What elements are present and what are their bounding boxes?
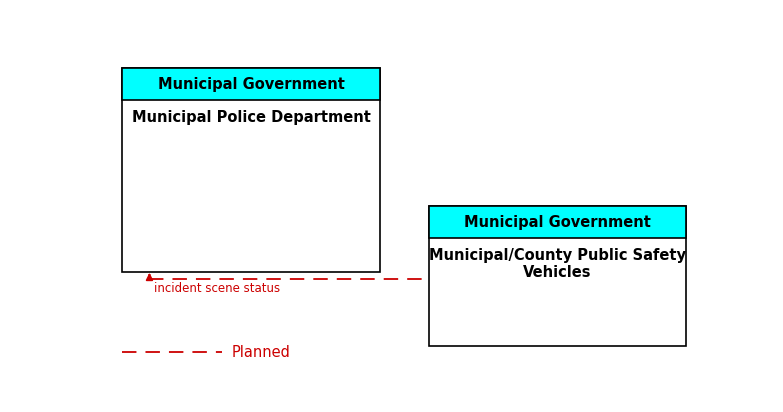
Bar xyxy=(428,206,687,238)
Bar xyxy=(122,68,380,272)
Text: Municipal/County Public Safety
Vehicles: Municipal/County Public Safety Vehicles xyxy=(429,248,686,280)
Text: Municipal Police Department: Municipal Police Department xyxy=(132,110,370,125)
Bar xyxy=(122,68,380,100)
Text: incident scene status: incident scene status xyxy=(153,282,280,295)
Text: Municipal Government: Municipal Government xyxy=(464,215,651,230)
Text: Municipal Government: Municipal Government xyxy=(157,77,345,92)
Bar xyxy=(428,206,687,346)
Text: Planned: Planned xyxy=(232,345,290,360)
